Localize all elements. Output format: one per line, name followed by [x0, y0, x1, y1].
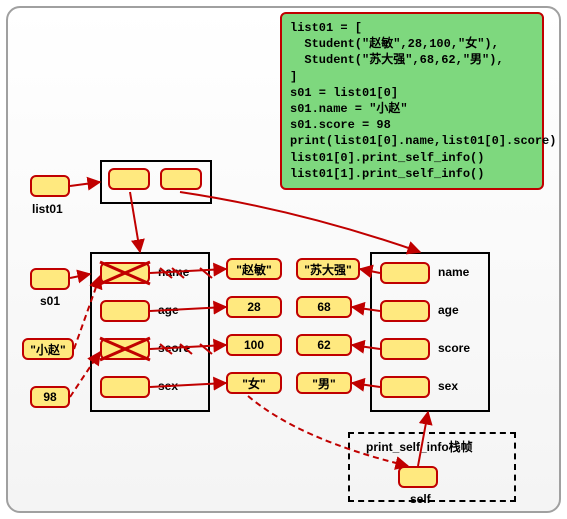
stackframe-title: print_self_info栈帧: [366, 438, 473, 455]
student-1-name-label: name: [438, 265, 469, 279]
code-block: list01 = [ Student("赵敏",28,100,"女"), Stu…: [280, 12, 544, 190]
self-ref-chip: [398, 466, 438, 488]
s01-label: s01: [40, 294, 60, 308]
value-sudaqiang: "苏大强": [296, 258, 360, 280]
student-0-score-label: score: [158, 341, 190, 355]
value-female: "女": [226, 372, 282, 394]
value-male: "男": [296, 372, 352, 394]
student-1-sex-slot: [380, 376, 430, 398]
list-slot-1: [160, 168, 202, 190]
list01-ref-chip: [30, 175, 70, 197]
student-1-score-label: score: [438, 341, 470, 355]
student-1-age-label: age: [438, 303, 459, 317]
diagram-canvas: list01 = [ Student("赵敏",28,100,"女"), Stu…: [0, 0, 567, 519]
student-0-sex-label: sex: [158, 379, 178, 393]
student-0-age-label: age: [158, 303, 179, 317]
student-1-sex-label: sex: [438, 379, 458, 393]
value-100: 100: [226, 334, 282, 356]
student-0-name-slot: [100, 262, 150, 284]
student-1-score-slot: [380, 338, 430, 360]
student-0-sex-slot: [100, 376, 150, 398]
xiaozhao-value-chip: "小赵": [22, 338, 74, 360]
student-0-age-slot: [100, 300, 150, 322]
student-0-score-slot: [100, 338, 150, 360]
student-0-name-label: name: [158, 265, 189, 279]
student-1-age-slot: [380, 300, 430, 322]
self-label: self: [410, 492, 431, 506]
value-68: 68: [296, 296, 352, 318]
list01-label: list01: [32, 202, 63, 216]
value-zhaomin: "赵敏": [226, 258, 282, 280]
value-28: 28: [226, 296, 282, 318]
value-98-chip: 98: [30, 386, 70, 408]
value-62: 62: [296, 334, 352, 356]
s01-ref-chip: [30, 268, 70, 290]
student-1-name-slot: [380, 262, 430, 284]
list-slot-0: [108, 168, 150, 190]
